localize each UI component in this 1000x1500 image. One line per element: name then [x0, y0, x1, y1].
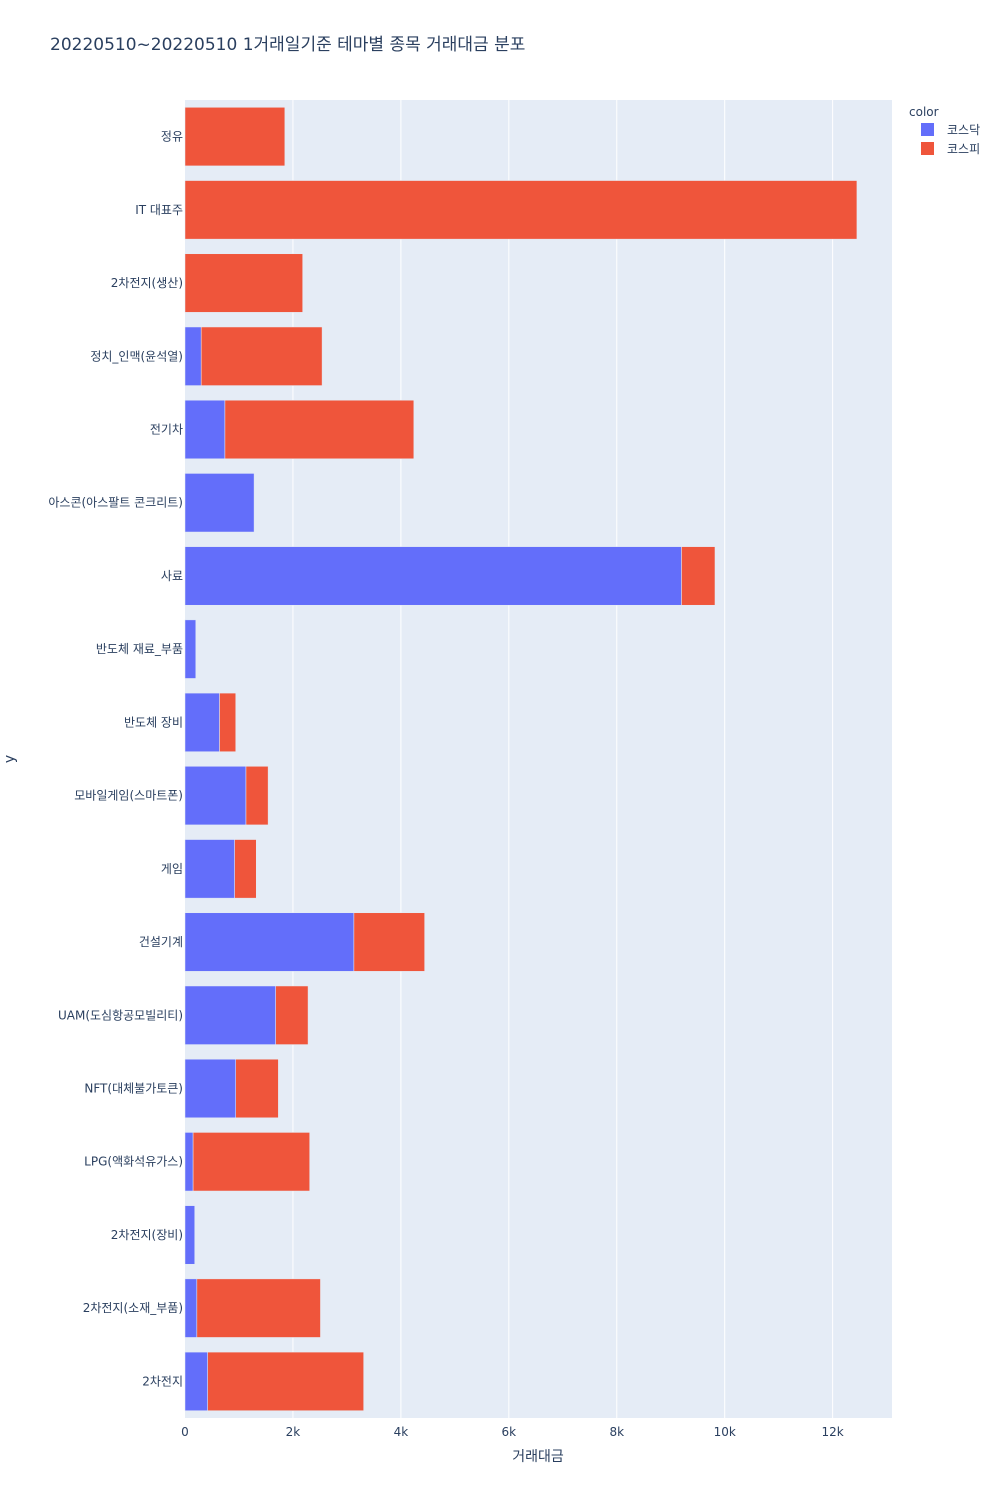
bar-kospi[interactable] — [234, 839, 257, 899]
plot-area — [185, 100, 892, 1418]
bars — [184, 107, 858, 1411]
y-tick-label: 정유 — [161, 130, 183, 144]
legend-swatch-kosdaq — [921, 123, 934, 136]
bar-kosdaq[interactable] — [184, 985, 276, 1045]
bar-kospi[interactable] — [196, 1278, 321, 1338]
bar-kospi[interactable] — [184, 180, 858, 240]
y-tick-label: 2차전지(소재_부품) — [83, 1301, 183, 1315]
y-tick-label: 모바일게임(스마트폰) — [74, 789, 183, 803]
y-tick-label: 2차전지(장비) — [111, 1228, 183, 1242]
y-tick-label: 전기차 — [150, 423, 183, 437]
y-tick-label: NFT(대체불가토큰) — [84, 1082, 183, 1096]
bar-kospi[interactable] — [235, 1058, 279, 1119]
x-axis-ticks: 0 2k 4k 6k 8k 10k 12k — [181, 1425, 844, 1439]
bar-kosdaq[interactable] — [184, 399, 226, 460]
y-tick-label: LPG(액화석유가스) — [84, 1155, 183, 1169]
bar-kospi[interactable] — [681, 546, 716, 606]
bar-kosdaq[interactable] — [184, 1205, 195, 1265]
bar-kosdaq[interactable] — [184, 1058, 236, 1119]
bar-kosdaq[interactable] — [184, 1278, 198, 1338]
x-tick-label: 2k — [286, 1425, 301, 1439]
y-axis-title: y — [2, 755, 18, 763]
bar-kosdaq[interactable] — [184, 912, 355, 972]
bar-kosdaq[interactable] — [184, 692, 220, 752]
bar-kospi[interactable] — [224, 399, 415, 460]
y-tick-label: 정치_인맥(윤석열) — [90, 349, 183, 363]
y-tick-label: 사료 — [161, 569, 183, 583]
y-tick-label: 2차전지(생산) — [111, 276, 183, 290]
y-tick-label: 반도체 장비 — [124, 715, 183, 729]
bar-kospi[interactable] — [184, 107, 286, 167]
y-tick-label: 2차전지 — [142, 1374, 183, 1388]
legend: color 코스닥 코스피 — [909, 105, 980, 156]
x-tick-label: 10k — [714, 1425, 736, 1439]
legend-label-kospi: 코스피 — [947, 142, 980, 156]
y-tick-label: 반도체 재료_부품 — [96, 642, 183, 656]
bar-kospi[interactable] — [275, 985, 309, 1045]
legend-item-kosdaq[interactable]: 코스닥 — [921, 123, 980, 137]
bar-kospi[interactable] — [192, 1132, 310, 1192]
x-tick-label: 6k — [502, 1425, 517, 1439]
y-tick-label: 게임 — [161, 862, 183, 876]
gridlines — [292, 100, 834, 1418]
x-tick-label: 12k — [822, 1425, 844, 1439]
chart-title: 20220510~20220510 1거래일기준 테마별 종목 거래대금 분포 — [50, 35, 525, 55]
bar-kosdaq[interactable] — [184, 473, 255, 533]
x-axis-title: 거래대금 — [512, 1449, 564, 1465]
bar-kosdaq[interactable] — [184, 619, 197, 679]
legend-title: color — [909, 105, 939, 119]
bar-kosdaq[interactable] — [184, 1351, 208, 1411]
bar-kospi[interactable] — [353, 912, 425, 972]
bar-kospi[interactable] — [207, 1351, 364, 1411]
bar-kosdaq[interactable] — [184, 1132, 194, 1192]
y-tick-label: UAM(도심항공모빌리티) — [58, 1008, 183, 1022]
x-tick-label: 4k — [394, 1425, 409, 1439]
bar-kosdaq[interactable] — [184, 546, 682, 606]
bar-kosdaq[interactable] — [184, 839, 235, 899]
legend-label-kosdaq: 코스닥 — [947, 123, 980, 137]
y-tick-label: IT 대표주 — [135, 203, 183, 217]
bar-kospi[interactable] — [219, 692, 236, 752]
bar-kosdaq[interactable] — [184, 766, 247, 826]
y-tick-label: 건설기계 — [139, 935, 183, 949]
bar-kospi[interactable] — [200, 326, 323, 386]
x-tick-label: 8k — [609, 1425, 624, 1439]
legend-item-kospi[interactable]: 코스피 — [921, 142, 980, 156]
legend-swatch-kospi — [921, 142, 934, 155]
bar-kospi[interactable] — [184, 253, 303, 313]
bar-kospi[interactable] — [245, 766, 269, 826]
bar-kosdaq[interactable] — [184, 326, 202, 386]
y-tick-label: 아스콘(아스팔트 콘크리트) — [48, 496, 183, 510]
x-tick-label: 0 — [181, 1425, 189, 1439]
